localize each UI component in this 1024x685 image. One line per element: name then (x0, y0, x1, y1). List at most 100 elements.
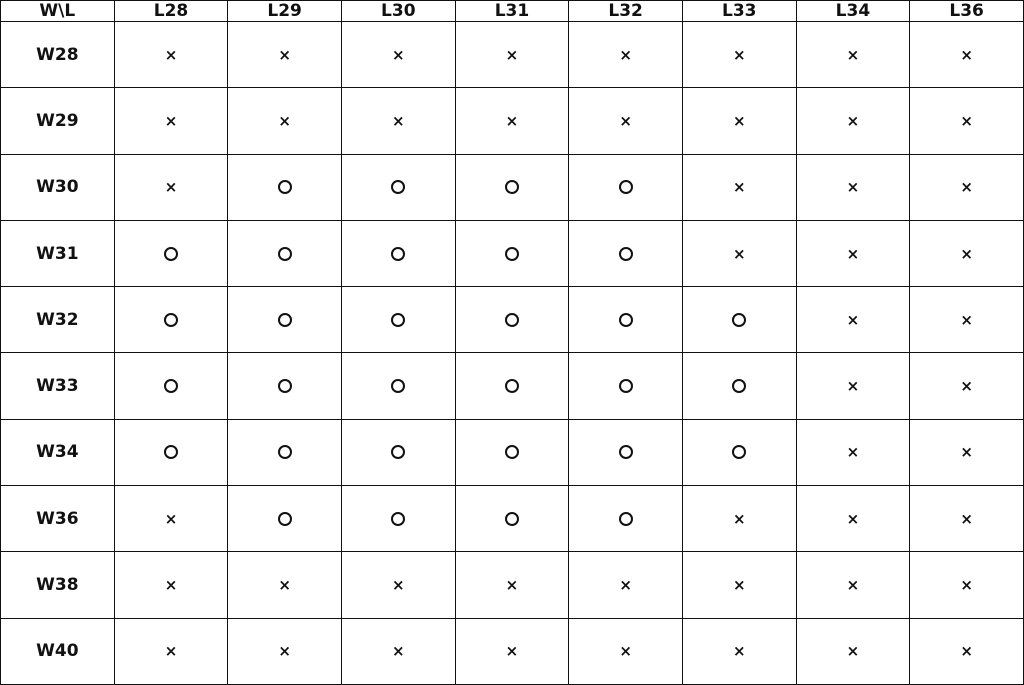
row-header: W40 (0, 617, 115, 685)
available-circle-icon (618, 246, 633, 261)
unavailable-cross-icon: × (960, 111, 973, 130)
unavailable-cross-icon: × (164, 45, 178, 64)
table-row: W38 × × × × × × × × (0, 551, 1024, 619)
unavailable-cross-icon: × (846, 310, 860, 329)
availability-cell: × (454, 617, 570, 685)
unavailable-cross-icon: × (505, 576, 519, 595)
available-circle-icon (618, 312, 633, 327)
availability-cell: × (795, 617, 911, 685)
availability-cell (227, 286, 342, 354)
row-header: W33 (0, 352, 115, 420)
availability-cell (681, 286, 797, 354)
availability-cell: × (113, 485, 229, 553)
availability-cell: × (227, 551, 342, 619)
availability-cell: × (909, 20, 1024, 89)
unavailable-cross-icon: × (732, 244, 746, 263)
availability-cell (568, 352, 683, 420)
availability-cell: × (795, 153, 911, 221)
availability-cell (227, 153, 342, 221)
availability-cell: × (795, 20, 911, 89)
row-header: W30 (0, 153, 115, 221)
availability-cell (340, 286, 456, 354)
row-header: W31 (0, 219, 115, 288)
available-circle-icon (504, 445, 519, 460)
column-header: L28 (113, 0, 229, 22)
corner-header: W\L (0, 0, 115, 22)
unavailable-cross-icon: × (164, 509, 178, 528)
available-circle-icon (163, 445, 178, 460)
availability-cell (454, 485, 570, 553)
availability-cell (454, 153, 570, 221)
availability-cell (340, 219, 456, 288)
availability-cell: × (681, 485, 797, 553)
available-circle-icon (391, 246, 406, 261)
availability-cell (340, 485, 456, 553)
available-circle-icon (163, 312, 178, 327)
table-row: W33 × × (0, 352, 1024, 420)
availability-cell: × (681, 153, 797, 221)
unavailable-cross-icon: × (619, 576, 632, 595)
availability-cell (568, 418, 683, 487)
unavailable-cross-icon: × (392, 576, 405, 595)
availability-cell: × (909, 352, 1024, 420)
availability-cell: × (454, 87, 570, 155)
table-row: W28 × × × × × × × × (0, 20, 1024, 89)
availability-cell: × (227, 20, 342, 89)
availability-cell: × (113, 20, 229, 89)
available-circle-icon (277, 180, 292, 195)
unavailable-cross-icon: × (392, 642, 405, 661)
unavailable-cross-icon: × (278, 111, 291, 130)
availability-cell (113, 418, 229, 487)
available-circle-icon (277, 246, 292, 261)
availability-cell: × (795, 418, 911, 487)
available-circle-icon (504, 312, 519, 327)
availability-cell: × (227, 617, 342, 685)
unavailable-cross-icon: × (392, 111, 405, 130)
available-circle-icon (504, 180, 519, 195)
available-circle-icon (618, 445, 633, 460)
availability-cell: × (227, 87, 342, 155)
row-header: W32 (0, 286, 115, 354)
row-header: W38 (0, 551, 115, 619)
availability-cell (454, 286, 570, 354)
unavailable-cross-icon: × (960, 377, 973, 396)
unavailable-cross-icon: × (619, 642, 632, 661)
availability-cell (681, 418, 797, 487)
availability-cell (681, 352, 797, 420)
unavailable-cross-icon: × (164, 178, 178, 197)
column-header: L31 (454, 0, 570, 22)
availability-cell (454, 418, 570, 487)
row-header: W28 (0, 20, 115, 89)
unavailable-cross-icon: × (846, 377, 860, 396)
unavailable-cross-icon: × (505, 642, 519, 661)
availability-cell: × (568, 87, 683, 155)
availability-cell: × (340, 20, 456, 89)
availability-cell: × (340, 87, 456, 155)
unavailable-cross-icon: × (619, 111, 632, 130)
unavailable-cross-icon: × (846, 45, 860, 64)
unavailable-cross-icon: × (732, 509, 746, 528)
availability-cell (568, 485, 683, 553)
row-header: W29 (0, 87, 115, 155)
unavailable-cross-icon: × (846, 576, 860, 595)
availability-cell: × (340, 551, 456, 619)
availability-cell (227, 485, 342, 553)
available-circle-icon (732, 379, 747, 394)
column-header: L32 (568, 0, 683, 22)
availability-cell: × (795, 551, 911, 619)
available-circle-icon (391, 180, 406, 195)
available-circle-icon (277, 445, 292, 460)
availability-cell (113, 219, 229, 288)
unavailable-cross-icon: × (732, 178, 746, 197)
availability-cell (568, 219, 683, 288)
table-row: W32 × × (0, 286, 1024, 354)
availability-cell (113, 352, 229, 420)
availability-cell: × (795, 219, 911, 288)
availability-cell: × (454, 20, 570, 89)
unavailable-cross-icon: × (846, 244, 860, 263)
unavailable-cross-icon: × (846, 509, 860, 528)
availability-cell (454, 352, 570, 420)
availability-cell (227, 352, 342, 420)
unavailable-cross-icon: × (960, 642, 973, 661)
